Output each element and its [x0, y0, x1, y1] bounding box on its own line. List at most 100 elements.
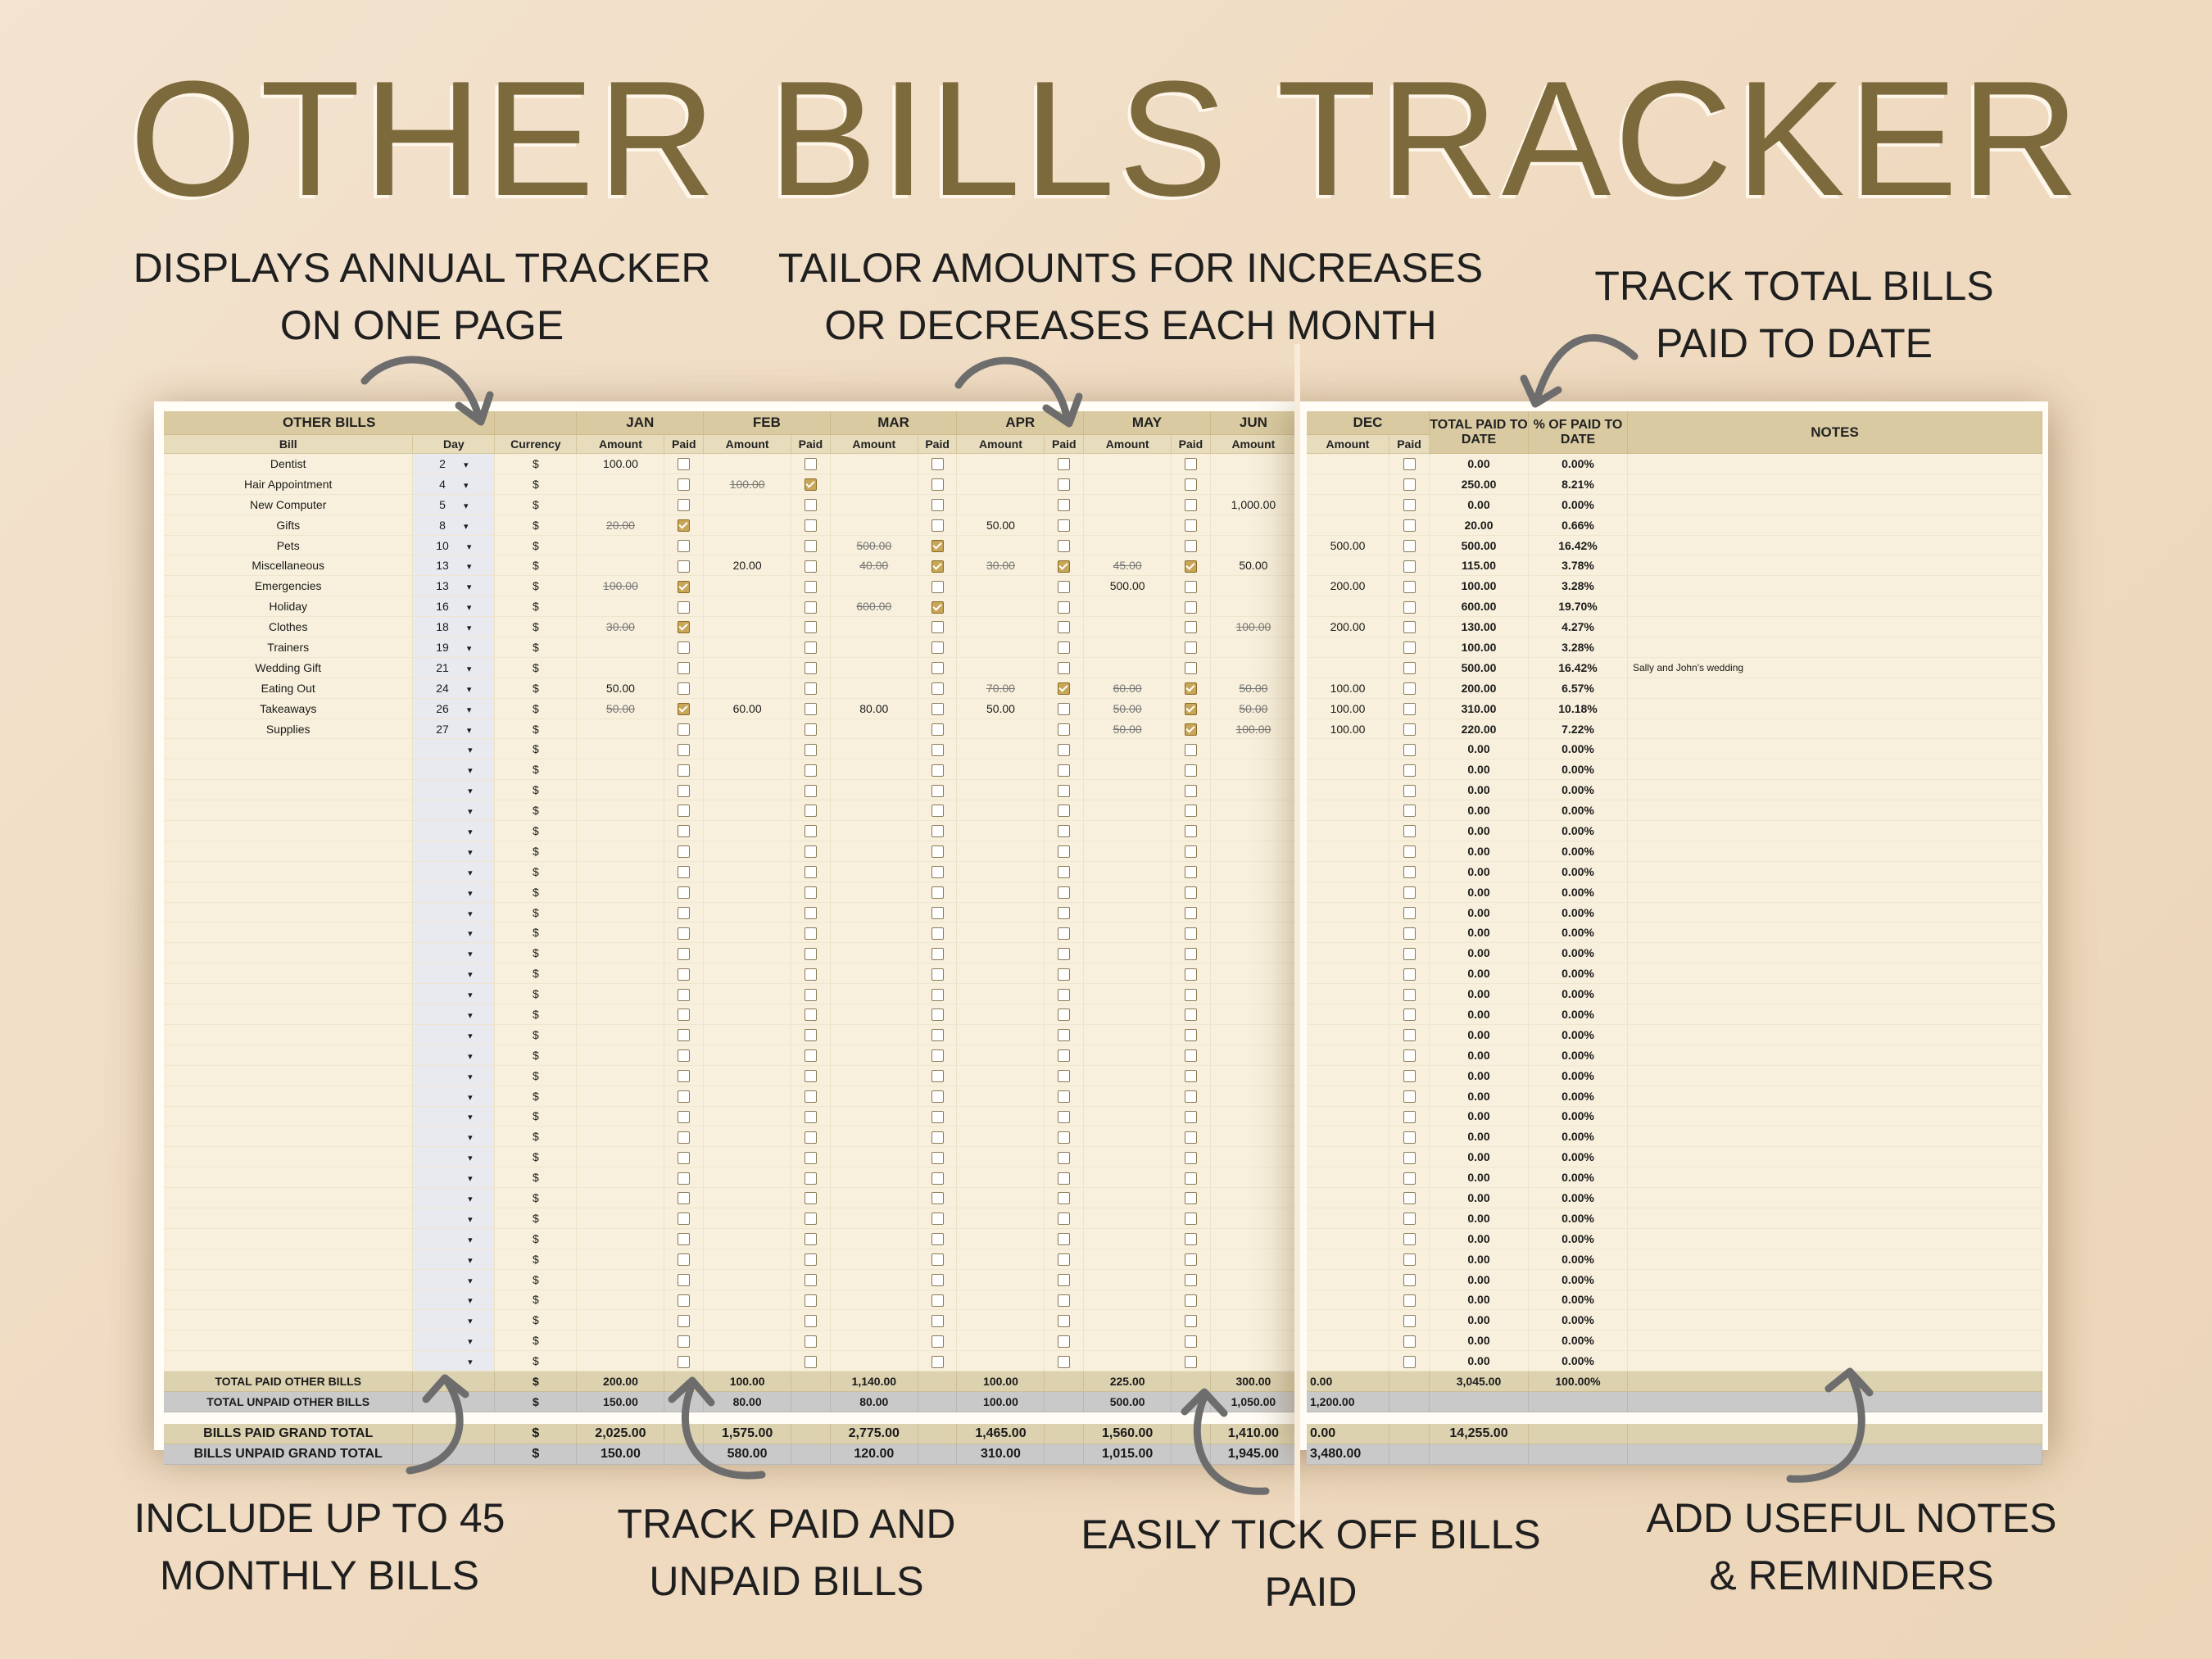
- paid-cell[interactable]: [1171, 1045, 1211, 1066]
- paid-checkbox[interactable]: [678, 682, 691, 696]
- amount-cell[interactable]: [1307, 1086, 1389, 1107]
- paid-cell[interactable]: [664, 535, 705, 556]
- paid-cell[interactable]: [664, 1309, 705, 1331]
- amount-cell[interactable]: [956, 1249, 1045, 1270]
- amount-cell[interactable]: [956, 1187, 1045, 1208]
- note-cell[interactable]: [1627, 1004, 2042, 1025]
- amount-cell[interactable]: [576, 1024, 665, 1045]
- paid-cell[interactable]: [664, 575, 705, 597]
- paid-checkbox[interactable]: [804, 866, 817, 879]
- bill-name[interactable]: [164, 820, 414, 841]
- paid-cell[interactable]: [664, 963, 705, 985]
- amount-cell[interactable]: [1210, 800, 1298, 822]
- paid-cell[interactable]: [918, 1330, 958, 1352]
- paid-checkbox[interactable]: [931, 988, 944, 1001]
- amount-cell[interactable]: [830, 820, 918, 841]
- note-cell[interactable]: [1627, 841, 2042, 862]
- paid-cell[interactable]: [1389, 1065, 1430, 1086]
- paid-checkbox[interactable]: [1403, 458, 1416, 471]
- amount-cell[interactable]: [1210, 1187, 1298, 1208]
- amount-cell[interactable]: [1083, 902, 1172, 923]
- paid-checkbox-checked[interactable]: [1058, 560, 1071, 573]
- paid-checkbox[interactable]: [1403, 662, 1416, 675]
- paid-cell[interactable]: [791, 779, 831, 801]
- amount-cell[interactable]: [1083, 637, 1172, 658]
- paid-checkbox[interactable]: [1184, 539, 1197, 552]
- paid-checkbox[interactable]: [1403, 682, 1416, 696]
- paid-cell[interactable]: [1171, 1187, 1211, 1208]
- note-cell[interactable]: [1627, 678, 2042, 699]
- paid-cell[interactable]: [664, 922, 705, 944]
- paid-cell[interactable]: [918, 678, 958, 699]
- paid-checkbox[interactable]: [1403, 764, 1416, 777]
- amount-cell[interactable]: [1307, 514, 1389, 536]
- paid-cell[interactable]: [664, 616, 705, 638]
- paid-cell[interactable]: [918, 1065, 958, 1086]
- paid-checkbox[interactable]: [678, 1192, 691, 1205]
- day-select[interactable]: ▾: [412, 1208, 496, 1229]
- paid-cell[interactable]: [1389, 963, 1430, 985]
- amount-cell[interactable]: [1210, 1290, 1298, 1311]
- dropdown-arrow-icon[interactable]: ▾: [466, 664, 472, 674]
- amount-cell[interactable]: [576, 1309, 665, 1331]
- bill-name[interactable]: Holiday: [164, 596, 414, 618]
- paid-cell[interactable]: [1171, 820, 1211, 841]
- amount-cell[interactable]: [1307, 474, 1389, 495]
- paid-cell[interactable]: [1171, 942, 1211, 964]
- paid-checkbox[interactable]: [678, 1049, 691, 1063]
- note-cell[interactable]: [1627, 1350, 2042, 1372]
- paid-cell[interactable]: [1044, 841, 1085, 862]
- note-cell[interactable]: [1627, 1146, 2042, 1168]
- note-cell[interactable]: [1627, 1086, 2042, 1107]
- dropdown-arrow-icon[interactable]: ▾: [468, 1113, 473, 1123]
- amount-cell[interactable]: [956, 1086, 1045, 1107]
- bill-name[interactable]: [164, 1330, 414, 1352]
- paid-checkbox[interactable]: [678, 784, 691, 797]
- paid-cell[interactable]: [1044, 759, 1085, 781]
- paid-cell[interactable]: [918, 657, 958, 678]
- paid-checkbox[interactable]: [1184, 743, 1197, 756]
- paid-checkbox[interactable]: [1058, 1049, 1071, 1063]
- paid-checkbox[interactable]: [804, 743, 817, 756]
- amount-cell[interactable]: [1083, 800, 1172, 822]
- paid-cell[interactable]: [1171, 555, 1211, 577]
- paid-cell[interactable]: [664, 453, 705, 474]
- amount-cell[interactable]: [1083, 1167, 1172, 1189]
- paid-cell[interactable]: [1389, 738, 1430, 760]
- paid-cell[interactable]: [1044, 514, 1085, 536]
- amount-cell[interactable]: [1210, 861, 1298, 882]
- paid-checkbox[interactable]: [931, 825, 944, 838]
- paid-cell[interactable]: [1389, 779, 1430, 801]
- paid-cell[interactable]: [791, 820, 831, 841]
- dropdown-arrow-icon[interactable]: ▾: [468, 1010, 473, 1021]
- amount-cell[interactable]: [576, 942, 665, 964]
- note-cell[interactable]: [1627, 535, 2042, 556]
- paid-cell[interactable]: [918, 800, 958, 822]
- amount-cell[interactable]: [956, 963, 1045, 985]
- paid-checkbox[interactable]: [804, 805, 817, 818]
- amount-cell[interactable]: [1083, 1065, 1172, 1086]
- amount-cell[interactable]: [956, 1106, 1045, 1127]
- amount-cell[interactable]: [703, 453, 792, 474]
- amount-cell[interactable]: [1083, 942, 1172, 964]
- note-cell[interactable]: [1627, 759, 2042, 781]
- paid-cell[interactable]: [664, 678, 705, 699]
- amount-cell[interactable]: [1210, 575, 1298, 597]
- paid-cell[interactable]: [1171, 514, 1211, 536]
- paid-cell[interactable]: [1044, 678, 1085, 699]
- paid-cell[interactable]: [1044, 698, 1085, 719]
- paid-checkbox[interactable]: [1403, 1151, 1416, 1164]
- paid-checkbox[interactable]: [678, 1253, 691, 1267]
- paid-cell[interactable]: [664, 637, 705, 658]
- paid-checkbox[interactable]: [1058, 703, 1071, 716]
- paid-cell[interactable]: [1389, 1290, 1430, 1311]
- paid-checkbox[interactable]: [1058, 1273, 1071, 1286]
- paid-checkbox[interactable]: [804, 703, 817, 716]
- bill-name[interactable]: [164, 738, 414, 760]
- amount-cell[interactable]: [703, 1045, 792, 1066]
- paid-checkbox[interactable]: [1184, 580, 1197, 593]
- amount-cell[interactable]: 100.00: [703, 474, 792, 495]
- amount-cell[interactable]: [830, 779, 918, 801]
- paid-checkbox[interactable]: [678, 1090, 691, 1103]
- amount-cell[interactable]: [956, 820, 1045, 841]
